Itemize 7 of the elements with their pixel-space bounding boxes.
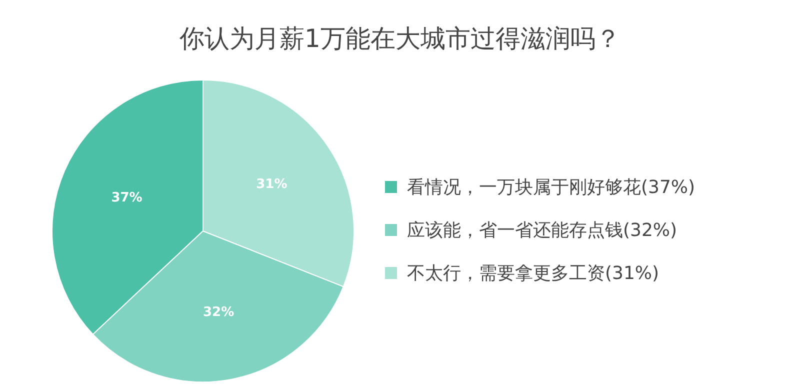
chart-title: 你认为月薪1万能在大城市过得滋润吗？ xyxy=(178,23,622,55)
legend-label: 不太行，需要拿更多工资(31%) xyxy=(407,262,660,284)
legend-label: 看情况，一万块属于刚好够花(37%) xyxy=(407,176,696,198)
legend-label: 应该能，省一省还能存点钱(32%) xyxy=(407,218,678,242)
data-label: 32% xyxy=(203,305,234,320)
data-label: 31% xyxy=(256,176,288,192)
data-label: 37% xyxy=(111,190,142,206)
